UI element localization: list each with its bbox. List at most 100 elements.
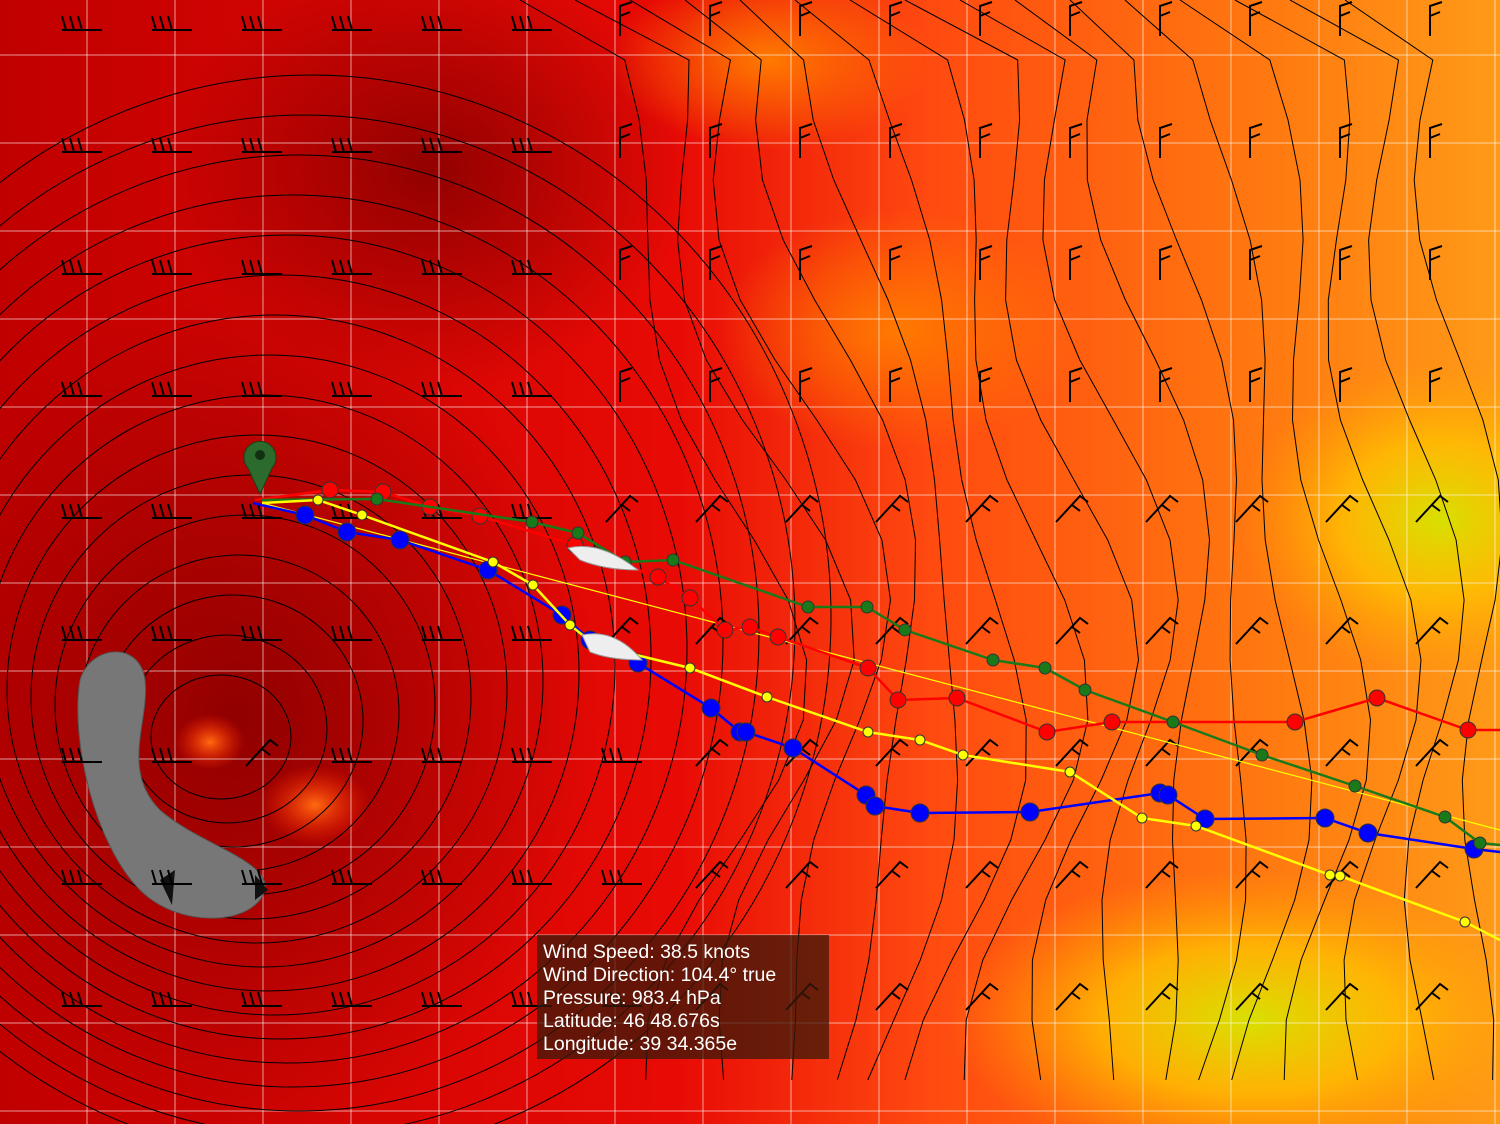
isobar — [150, 674, 292, 800]
wind-barb — [979, 245, 993, 280]
wind-barb — [799, 123, 813, 158]
isobar — [959, 0, 1179, 1081]
wind-barb — [61, 15, 102, 31]
route-point — [914, 734, 926, 746]
wind-barb — [889, 123, 903, 158]
wind-barb — [151, 381, 192, 397]
route-point — [986, 653, 1000, 667]
route-point — [1038, 661, 1052, 675]
wind-barb — [695, 494, 729, 523]
route-point — [1166, 715, 1180, 729]
wind-barb — [1415, 982, 1449, 1011]
wind-barb — [605, 494, 639, 523]
wind-barb — [331, 991, 372, 1007]
isobar — [739, 0, 959, 1081]
route-point — [860, 600, 874, 614]
route-point — [666, 553, 680, 567]
wind-barb — [151, 869, 192, 885]
isobar — [6, 434, 508, 944]
wind-barb — [785, 860, 819, 889]
wind-barb — [151, 991, 192, 1007]
wind-barb — [619, 1, 633, 36]
wind-barb — [331, 137, 372, 153]
route-point — [862, 726, 874, 738]
tooltip-line: Wind Speed: 38.5 knots — [543, 941, 750, 963]
wind-barb — [245, 738, 279, 767]
tooltip-line: Pressure: 983.4 hPa — [543, 987, 721, 1009]
wind-barb — [1415, 616, 1449, 645]
wind-barb — [1339, 367, 1353, 402]
wind-barb — [875, 982, 909, 1011]
wind-barb — [331, 625, 372, 641]
wind-barb — [965, 494, 999, 523]
wind-barb — [1415, 860, 1449, 889]
wind-barb — [1145, 494, 1179, 523]
route-point — [681, 589, 699, 607]
wind-barb — [1235, 860, 1269, 889]
route-point — [321, 481, 339, 499]
route-point — [910, 803, 930, 823]
wind-barb — [1249, 1, 1263, 36]
wind-barb — [1325, 738, 1359, 767]
wind-barb — [1069, 123, 1083, 158]
wind-barb — [875, 616, 909, 645]
hot-spot — [175, 714, 245, 770]
route-point — [865, 796, 885, 816]
wind-barb — [709, 1, 723, 36]
route-point — [957, 749, 969, 761]
route-point — [649, 568, 667, 586]
route-point — [1324, 869, 1336, 881]
wind-barb — [331, 503, 372, 519]
wind-barb — [421, 869, 462, 885]
calm-zone — [1240, 360, 1500, 680]
wind-barb — [511, 625, 552, 641]
route-point — [487, 556, 499, 568]
wind-barb — [965, 616, 999, 645]
route-point — [761, 691, 773, 703]
wind-barb — [709, 245, 723, 280]
wind-barb — [1069, 245, 1083, 280]
wind-barb — [1249, 123, 1263, 158]
wind-barb — [965, 860, 999, 889]
wind-barb — [875, 738, 909, 767]
route-point — [1038, 723, 1056, 741]
route-point — [1473, 836, 1487, 850]
wind-barb — [421, 991, 462, 1007]
wind-barb — [421, 747, 462, 763]
isobar — [0, 74, 832, 1124]
route-point — [716, 621, 734, 639]
wind-barb — [421, 137, 462, 153]
wind-barb — [1325, 982, 1359, 1011]
wind-barb — [1145, 616, 1179, 645]
wind-barb — [695, 738, 729, 767]
isobar — [0, 234, 688, 1064]
start-marker — [243, 440, 277, 496]
wind-barb — [1055, 494, 1089, 523]
wind-barb — [331, 259, 372, 275]
route-point — [701, 698, 721, 718]
isobar — [0, 314, 616, 1016]
wind-barb — [61, 747, 102, 763]
wind-barb — [605, 616, 639, 645]
isobar — [1234, 0, 1422, 1081]
isobar — [574, 0, 855, 1081]
wind-barb — [1429, 123, 1443, 158]
route-point — [564, 619, 576, 631]
isobar — [849, 0, 1089, 1081]
wind-barb — [619, 123, 633, 158]
wind-barb — [331, 381, 372, 397]
route-point — [859, 659, 877, 677]
wind-barb — [1235, 982, 1269, 1011]
wind-barb — [1429, 1, 1443, 36]
route-point — [1348, 779, 1362, 793]
wind-barb — [875, 860, 909, 889]
route-point — [356, 509, 368, 521]
isobar — [0, 194, 724, 1088]
wind-barb — [1159, 123, 1173, 158]
route-point — [1020, 802, 1040, 822]
wind-barb — [511, 137, 552, 153]
wind-barb — [1249, 367, 1263, 402]
storm-zone — [77, 651, 266, 919]
tooltip-line: Longitude: 39 34.365e — [543, 1033, 737, 1055]
